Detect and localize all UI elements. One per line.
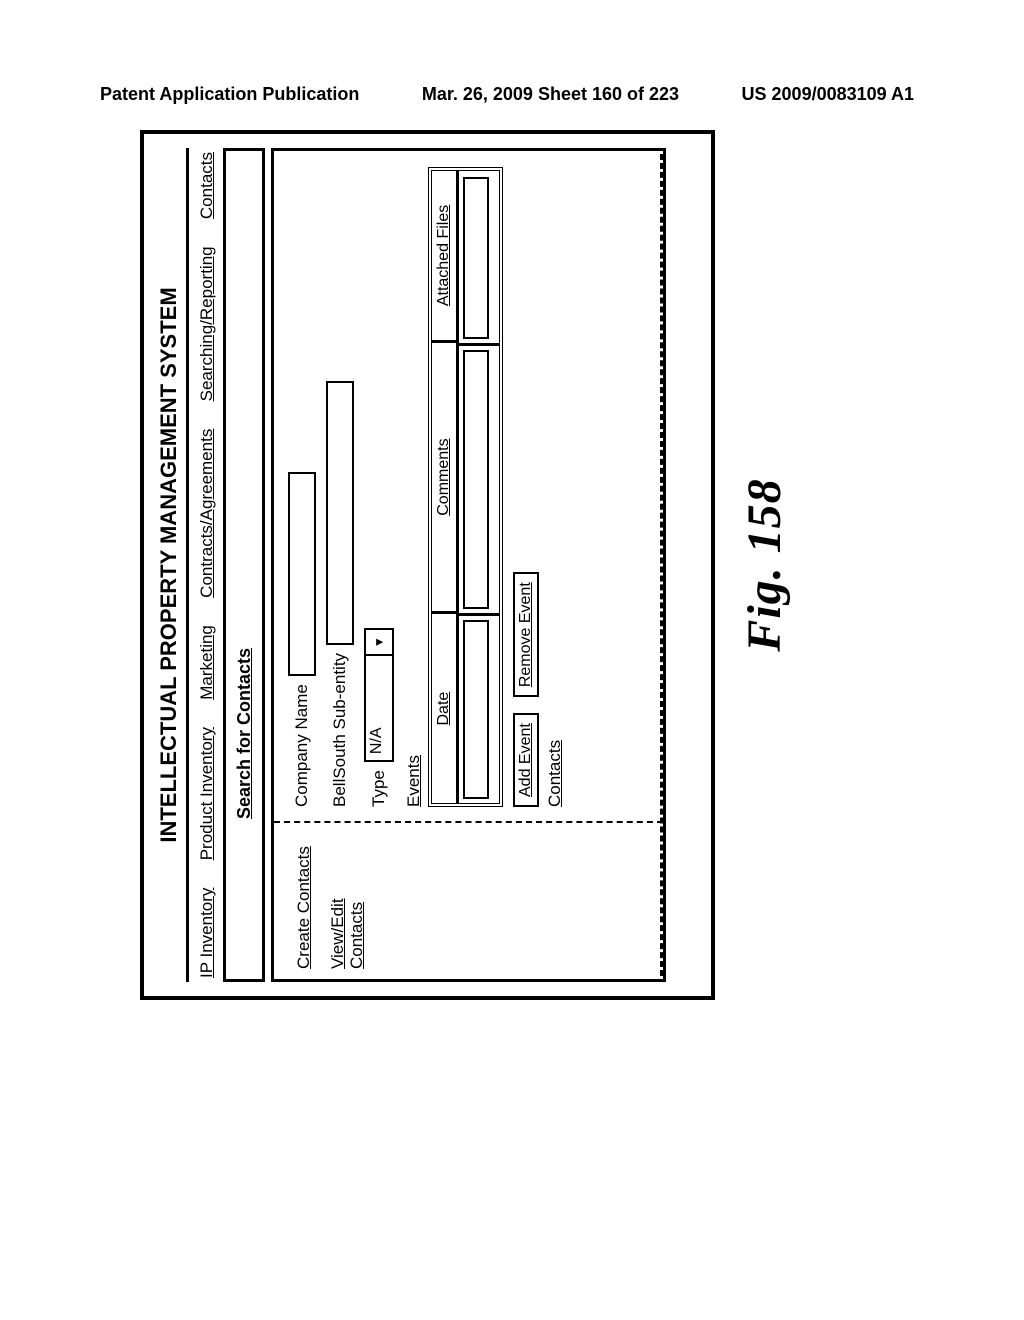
events-label: Events bbox=[404, 165, 424, 807]
chevron-down-icon: ▼ bbox=[366, 630, 392, 656]
nav-ip-inventory[interactable]: IP Inventory bbox=[197, 888, 217, 978]
figure-caption: Fig. 158 bbox=[737, 130, 792, 1000]
col-header-date: Date bbox=[432, 611, 456, 803]
header-right: US 2009/0083109 A1 bbox=[742, 84, 914, 105]
page-header: Patent Application Publication Mar. 26, … bbox=[0, 84, 1024, 105]
sidebar-view-edit-contacts[interactable]: View/Edit Contacts bbox=[328, 831, 367, 969]
search-contacts-link[interactable]: Search for Contacts bbox=[234, 648, 255, 819]
search-bar: Search for Contacts bbox=[223, 148, 265, 982]
type-dropdown[interactable]: N/A ▼ bbox=[364, 628, 394, 762]
nav-contracts[interactable]: Contracts/Agreements bbox=[197, 429, 217, 598]
system-title: INTELLECTUAL PROPERTY MANAGEMENT SYSTEM bbox=[156, 148, 182, 982]
contacts-section-label: Contacts bbox=[545, 165, 565, 807]
add-event-button[interactable]: Add Event bbox=[513, 713, 539, 807]
content-area: Company Name BellSouth Sub-entity Type N… bbox=[274, 151, 663, 821]
events-table-row bbox=[459, 171, 499, 803]
company-name-row: Company Name bbox=[288, 165, 316, 807]
events-table-header: Date Comments Attached Files bbox=[432, 171, 459, 803]
company-name-input[interactable] bbox=[288, 472, 316, 676]
nav-product-inventory[interactable]: Product Inventory bbox=[197, 727, 217, 860]
company-name-label: Company Name bbox=[292, 684, 312, 807]
subentity-label: BellSouth Sub-entity bbox=[330, 653, 350, 807]
cell-comments bbox=[459, 343, 499, 613]
comments-input[interactable] bbox=[463, 350, 489, 609]
type-label: Type bbox=[369, 770, 389, 807]
type-row: Type N/A ▼ bbox=[364, 165, 394, 807]
title-divider bbox=[186, 148, 189, 982]
cell-date bbox=[459, 613, 499, 803]
sidebar-create-contacts[interactable]: Create Contacts bbox=[294, 831, 314, 969]
attached-files-input[interactable] bbox=[463, 177, 489, 339]
sidebar: Create Contacts View/Edit Contacts bbox=[274, 821, 663, 979]
date-input[interactable] bbox=[463, 620, 489, 799]
events-table: Date Comments Attached Files bbox=[428, 167, 503, 807]
patent-page: Patent Application Publication Mar. 26, … bbox=[0, 0, 1024, 1320]
col-header-files: Attached Files bbox=[432, 171, 456, 340]
cell-files bbox=[459, 173, 499, 343]
subentity-input[interactable] bbox=[326, 381, 354, 645]
event-buttons: Add Event Remove Event bbox=[513, 165, 539, 807]
header-left: Patent Application Publication bbox=[100, 84, 359, 105]
remove-event-button[interactable]: Remove Event bbox=[513, 572, 539, 697]
type-dropdown-value: N/A bbox=[366, 656, 392, 760]
col-header-comments: Comments bbox=[432, 340, 456, 611]
panel-bottom-dash bbox=[660, 154, 663, 976]
nav-marketing[interactable]: Marketing bbox=[197, 625, 217, 700]
main-panel: Create Contacts View/Edit Contacts Compa… bbox=[271, 148, 666, 982]
nav-contacts[interactable]: Contacts bbox=[197, 152, 217, 219]
nav-searching[interactable]: Searching/Reporting bbox=[197, 246, 217, 401]
header-center: Mar. 26, 2009 Sheet 160 of 223 bbox=[422, 84, 679, 105]
app-window: INTELLECTUAL PROPERTY MANAGEMENT SYSTEM … bbox=[140, 130, 715, 1000]
top-nav: IP Inventory Product Inventory Marketing… bbox=[197, 148, 223, 982]
subentity-row: BellSouth Sub-entity bbox=[326, 165, 354, 807]
rotated-figure: INTELLECTUAL PROPERTY MANAGEMENT SYSTEM … bbox=[140, 130, 1024, 1000]
